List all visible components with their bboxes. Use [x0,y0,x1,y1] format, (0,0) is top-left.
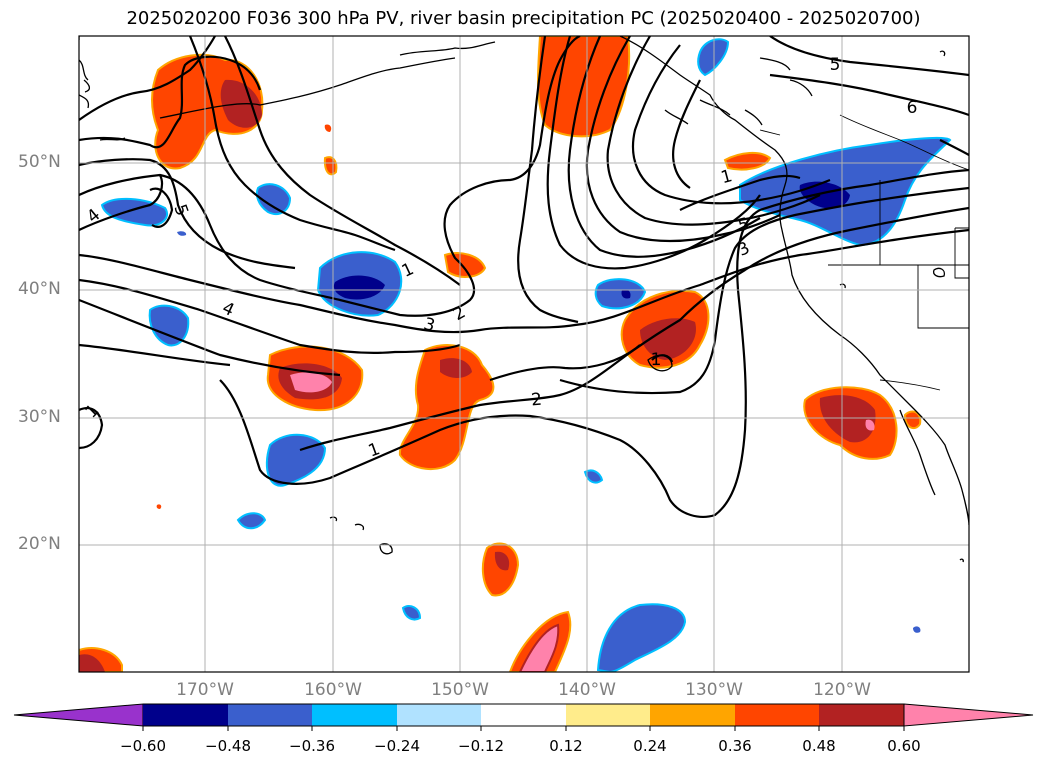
latitude-label: 40°N [18,279,61,299]
colorbar-bin [566,704,650,726]
graticule [79,36,969,672]
colorbar-under-arrow [13,703,144,727]
colorbar-bin [143,704,228,726]
longitude-label: 170°W [176,680,234,700]
latitude-label: 50°N [18,152,61,172]
political-borders [759,114,969,391]
longitude-label: 130°W [685,680,743,700]
colorbar-tick-label: 0.60 [887,737,921,755]
contour-label: 5 [169,202,191,219]
colorbar-bin [819,704,904,726]
longitude-label: 120°W [813,680,871,700]
colorbar-tick-label: −0.48 [205,737,251,755]
contour-label: 4 [219,298,237,321]
contour-label: 1 [651,350,662,370]
colorbar [13,703,1034,731]
colorbar-tick-label: −0.24 [374,737,420,755]
colorbar-over-arrow [903,703,1034,727]
colorbar-bin [228,704,312,726]
longitude-label: 160°W [304,680,362,700]
colorbar-bin [397,704,481,726]
latitude-label: 30°N [18,407,61,427]
colorbar-tick-label: −0.60 [120,737,166,755]
contour-label: 2 [530,390,543,411]
map-frame [78,35,970,673]
contour-label: 1 [366,439,383,461]
longitude-label: 150°W [431,680,489,700]
latitude-label: 20°N [18,534,61,554]
contour-label: 3 [421,314,437,336]
colorbar-tick-label: 0.12 [549,737,583,755]
contour-label: 5 [830,55,841,75]
contour-label: 6 [907,98,918,118]
colorbar-tick-label: 0.36 [718,737,752,755]
map-title: 2025020200 F036 300 hPa PV, river basin … [126,8,921,29]
colorbar-bin [650,704,735,726]
colorbar-bin [481,704,566,726]
colorbar-tick-label: 0.48 [802,737,836,755]
colorbar-bin [735,704,819,726]
precip-positive-shading [79,36,922,672]
longitude-label: 140°W [558,680,616,700]
contour-label: 5 [736,214,752,236]
colorbar-tick-label: −0.36 [289,737,335,755]
coastlines [79,36,969,563]
contour-label: 1 [719,166,735,188]
colorbar-bin [312,704,397,726]
pv-contours [79,36,969,518]
colorbar-tick-label: −0.12 [458,737,504,755]
contour-label: 2 [450,302,469,325]
colorbar-tick-label: 0.24 [633,737,667,755]
contour-label: 4 [83,205,104,227]
